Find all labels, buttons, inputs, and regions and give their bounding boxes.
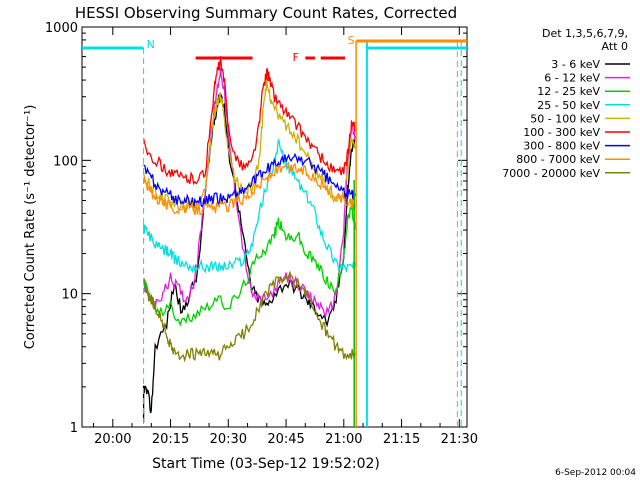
x-tick-label-0: 20:00	[94, 432, 131, 447]
legend-label-3: 25 - 50 keV	[537, 99, 600, 112]
legend-label-6: 300 - 800 keV	[523, 140, 600, 153]
legend-header-line-1: Det 1,3,5,6,7,9,	[542, 27, 628, 40]
state-flag-n: N	[147, 38, 155, 51]
x-tick-label-1: 20:15	[152, 432, 189, 447]
series-line-4	[142, 77, 356, 214]
y-tick-label-1: 10	[61, 288, 78, 303]
attenuator-overlay: N F S	[82, 34, 467, 427]
legend-label-8: 7000 - 20000 keV	[502, 167, 600, 180]
x-axis-label: Start Time (03-Sep-12 19:52:02)	[152, 456, 380, 472]
legend-label-2: 12 - 25 keV	[537, 85, 600, 98]
plot-frame	[81, 26, 468, 428]
legend-label-7: 800 - 7000 keV	[516, 153, 600, 166]
y-tick-label-3: 1000	[45, 21, 78, 36]
x-tick-label-4: 21:00	[325, 432, 362, 447]
series-line-3	[142, 137, 356, 274]
series-layer	[142, 56, 356, 423]
series-line-2	[142, 201, 356, 327]
legend-label-5: 100 - 300 keV	[523, 126, 600, 139]
legend-label-4: 50 - 100 keV	[530, 112, 600, 125]
y-tick-label-0: 1	[70, 421, 78, 436]
series-line-7	[142, 162, 356, 216]
series-line-5	[142, 56, 356, 186]
x-tick-label-6: 21:30	[441, 432, 478, 447]
legend-header-line-2: Att 0	[602, 40, 628, 53]
series-line-8	[142, 270, 356, 363]
x-tick-label-3: 20:45	[267, 432, 304, 447]
legend-label-0: 3 - 6 keV	[551, 58, 600, 71]
axis-ticks: 20:00 20:15 20:30 20:45 21:00 21:15 21:30 1 10 10…	[45, 21, 478, 447]
y-axis-label: Corrected Count Rate (s⁻¹ detector⁻¹)	[23, 105, 38, 350]
x-tick-label-5: 21:15	[383, 432, 420, 447]
chart-title: HESSI Observing Summary Count Rates, Cor…	[75, 4, 457, 22]
series-line-6	[143, 152, 356, 210]
x-tick-label-2: 20:30	[210, 432, 247, 447]
state-flag-s: S	[348, 34, 355, 47]
y-tick-label-2: 100	[53, 154, 78, 169]
legend-label-1: 6 - 12 keV	[544, 72, 600, 85]
state-flag-f: F	[293, 51, 299, 64]
footer-date: 6-Sep-2012 00:04	[555, 468, 636, 478]
